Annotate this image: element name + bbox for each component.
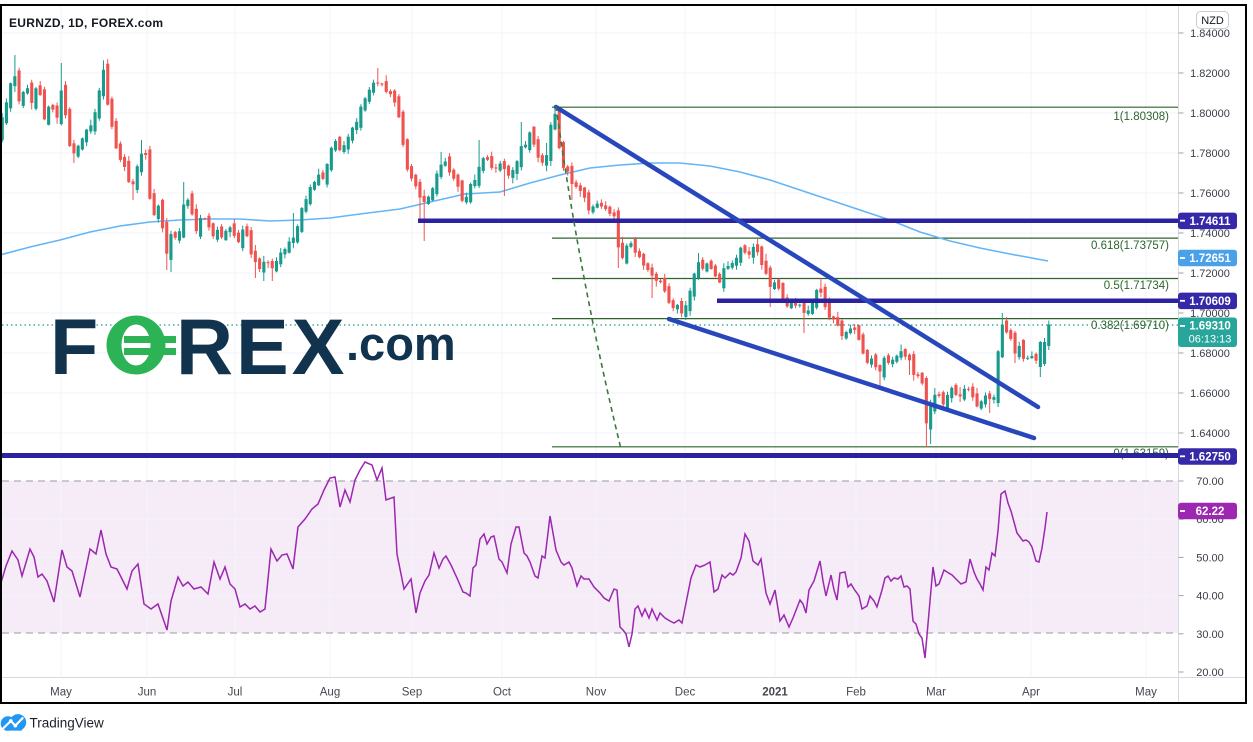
svg-text:NZD: NZD — [1201, 15, 1224, 27]
svg-text:1.74000: 1.74000 — [1190, 228, 1230, 240]
svg-text:1.80000: 1.80000 — [1190, 108, 1230, 120]
svg-text:1.66000: 1.66000 — [1190, 388, 1230, 400]
svg-text:1.69310: 1.69310 — [1189, 321, 1231, 333]
svg-text:May: May — [1135, 687, 1157, 699]
svg-text:Aug: Aug — [320, 687, 340, 699]
svg-text:Nov: Nov — [586, 687, 607, 699]
svg-text:TradingView: TradingView — [30, 716, 105, 731]
svg-text:1.70609: 1.70609 — [1189, 296, 1231, 308]
svg-text:1.74611: 1.74611 — [1190, 216, 1232, 228]
svg-text:2021: 2021 — [762, 687, 788, 699]
svg-text:Jun: Jun — [138, 687, 157, 699]
svg-text:40.00: 40.00 — [1196, 591, 1224, 603]
svg-text:Feb: Feb — [846, 687, 866, 699]
svg-text:1.84000: 1.84000 — [1190, 28, 1230, 40]
svg-text:1.82000: 1.82000 — [1190, 68, 1230, 80]
svg-text:F: F — [50, 302, 101, 391]
svg-text:62.22: 62.22 — [1196, 506, 1225, 518]
svg-text:Oct: Oct — [493, 687, 512, 699]
svg-text:70.00: 70.00 — [1196, 476, 1224, 488]
svg-text:Mar: Mar — [926, 687, 946, 699]
svg-text:0.5(1.71734): 0.5(1.71734) — [1104, 280, 1169, 292]
svg-text:Apr: Apr — [1022, 687, 1040, 699]
svg-text:EURNZD, 1D, FOREX.com: EURNZD, 1D, FOREX.com — [9, 16, 163, 30]
svg-text:1(1.80308): 1(1.80308) — [1113, 111, 1169, 123]
svg-text:Dec: Dec — [675, 687, 696, 699]
svg-text:1.64000: 1.64000 — [1190, 428, 1230, 440]
svg-text:Sep: Sep — [402, 687, 422, 699]
svg-text:1.62750: 1.62750 — [1189, 452, 1231, 464]
svg-text:1.72000: 1.72000 — [1190, 268, 1230, 280]
svg-text:20.00: 20.00 — [1196, 667, 1224, 679]
svg-text:1.78000: 1.78000 — [1190, 148, 1230, 160]
svg-text:50.00: 50.00 — [1196, 552, 1224, 564]
svg-text:REX: REX — [176, 302, 347, 391]
svg-text:.com: .com — [346, 317, 456, 370]
svg-text:1.72651: 1.72651 — [1189, 253, 1231, 265]
svg-text:0.382(1.69710): 0.382(1.69710) — [1091, 320, 1169, 332]
svg-text:1.68000: 1.68000 — [1190, 348, 1230, 360]
svg-text:Jul: Jul — [228, 687, 243, 699]
svg-text:1.76000: 1.76000 — [1190, 188, 1230, 200]
svg-text:06:13:13: 06:13:13 — [1189, 334, 1232, 346]
svg-text:30.00: 30.00 — [1196, 629, 1224, 641]
svg-text:May: May — [50, 687, 72, 699]
svg-text:0.618(1.73757): 0.618(1.73757) — [1091, 240, 1169, 252]
svg-text:1.70000: 1.70000 — [1190, 308, 1230, 320]
